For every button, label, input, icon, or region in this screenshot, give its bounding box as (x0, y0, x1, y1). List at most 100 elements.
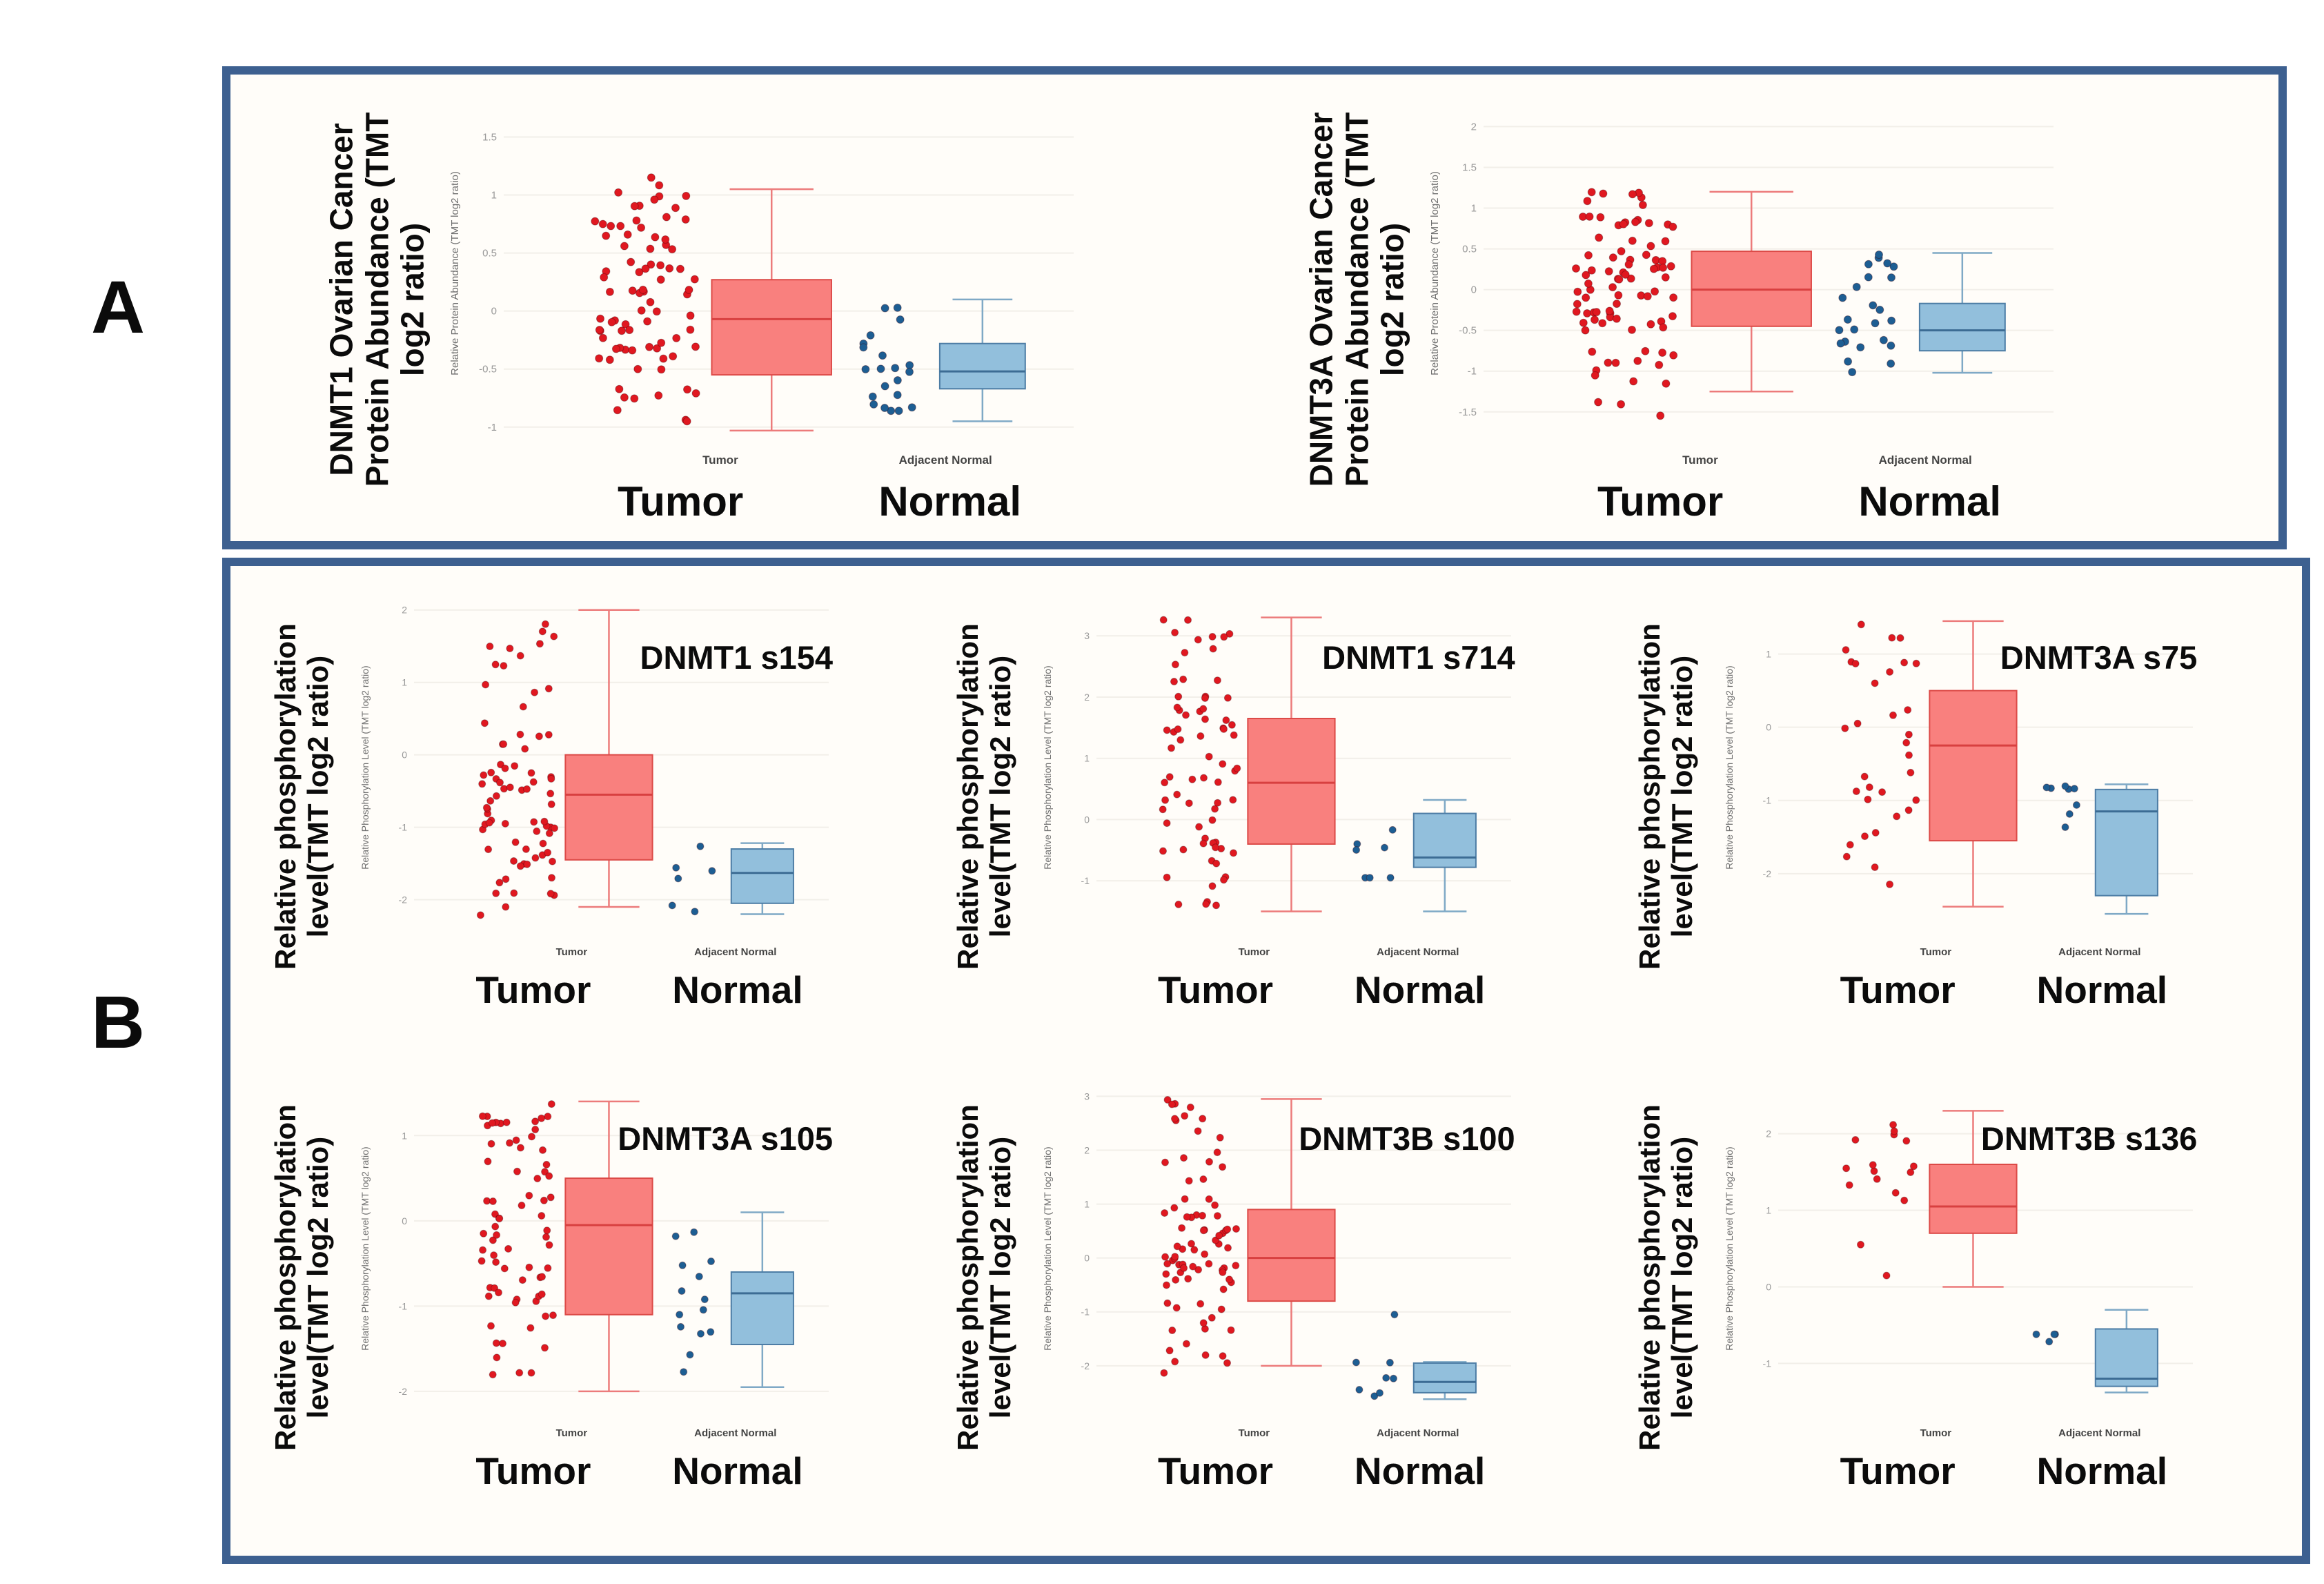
normal-group (668, 842, 794, 916)
scatter-point (512, 1136, 520, 1144)
scatter-point (1219, 633, 1228, 641)
y-tick-label: -1 (399, 822, 408, 833)
scatter-point (2073, 801, 2081, 809)
boxplot-svg: 3 2 1 0 -1 Relative Phosphorylation Level (TM… (1042, 616, 1511, 958)
scatter-point (545, 829, 553, 837)
scatter-point (1205, 1260, 1213, 1268)
scatter-point (1380, 843, 1388, 852)
scatter-point (1185, 799, 1193, 808)
scatter-point (480, 1229, 488, 1238)
scatter-point (686, 325, 695, 334)
scatter-point (1583, 309, 1592, 317)
scatter-point (1225, 629, 1234, 638)
scatter-point (1572, 264, 1580, 273)
chart-area: 1.5 1 0.5 0 -0.5 -1 Relative Protein Abundance… (443, 92, 1085, 476)
inner-y-axis-label: Relative Phosphorylation Level (TMT log2… (360, 665, 371, 869)
tumor-box (1929, 1164, 2018, 1234)
scatter-point (1907, 768, 1915, 776)
scatter-point (1615, 275, 1624, 284)
tumor-group (1159, 616, 1336, 912)
inner-x-tick-label: Tumor (1238, 946, 1270, 958)
scatter-point (1851, 1136, 1860, 1144)
scatter-point (538, 627, 546, 636)
y-tick-label: -2 (1763, 868, 1772, 879)
scatter-point (1878, 788, 1887, 796)
xlabel-normal: Normal (672, 968, 803, 1011)
scatter-point (510, 889, 518, 897)
scatter-point (893, 376, 902, 384)
scatter-point (1661, 237, 1670, 246)
scatter-point (1232, 764, 1241, 772)
xlabel-tumor: Tumor (475, 968, 591, 1011)
scatter-point (1227, 1326, 1235, 1334)
scatter-point (1199, 839, 1208, 848)
scatter-point (678, 1287, 686, 1295)
y-axis-title-line: level(TMT log2 ratio) (302, 655, 334, 938)
scatter-point (646, 297, 655, 306)
scatter-point (1208, 1313, 1216, 1322)
scatter-point (1172, 1304, 1181, 1312)
scatter-point (1573, 300, 1582, 309)
scatter-point (607, 317, 616, 326)
scatter-point (547, 1100, 555, 1108)
scatter-point (486, 643, 494, 650)
scatter-point (1163, 819, 1171, 828)
scatter-point (1836, 339, 1845, 348)
normal-box (1412, 1362, 1477, 1394)
scatter-point (1608, 283, 1617, 292)
scatter-point (1174, 725, 1182, 733)
scatter-point (1866, 783, 1874, 792)
scatter-point (1230, 731, 1238, 739)
scatter-point (1159, 805, 1167, 814)
scatter-point (491, 661, 500, 669)
normal-box (2095, 1328, 2159, 1387)
scatter-point (485, 819, 493, 827)
scatter-point (652, 307, 661, 316)
chart-area: 1 0 -1 -2 Relative Phosphorylation Level (TM… (1717, 589, 2204, 968)
y-tick-label: 1 (491, 190, 497, 202)
scatter-point (591, 217, 600, 226)
scatter-point (615, 384, 624, 393)
tumor-group (1841, 620, 2018, 908)
scatter-point (490, 1251, 498, 1260)
panel-b: Relative phosphorylation level(TMT log2 … (222, 558, 2310, 1564)
scatter-point (516, 730, 524, 739)
inner-y-axis-label: Relative Phosphorylation Level (TMT log2… (1042, 665, 1053, 869)
scatter-point (523, 785, 531, 793)
scatter-point (1213, 799, 1221, 807)
normal-box (938, 342, 1026, 390)
scatter-point (1838, 293, 1847, 302)
scatter-point (1624, 260, 1633, 269)
scatter-point (1621, 270, 1630, 279)
y-tick-label: 1 (1084, 753, 1090, 764)
scatter-point (1160, 1209, 1168, 1217)
scatter-point (676, 1311, 684, 1319)
scatter-point (538, 1212, 546, 1220)
y-axis-title-line: Protein Abundance (TMT (359, 112, 395, 487)
scatter-point (1869, 1161, 1878, 1169)
scatter-point (516, 652, 524, 660)
scatter-point (1892, 1189, 1900, 1197)
tumor-group (1572, 188, 1812, 420)
scatter-point (1595, 233, 1604, 242)
inner-y-axis-label: Relative Phosphorylation Level (TMT log2… (1042, 1146, 1053, 1350)
group-labels: Tumor Normal (1036, 1449, 1522, 1501)
scatter-point (1170, 1115, 1179, 1123)
scatter-point (691, 908, 699, 916)
scatter-point (682, 417, 691, 426)
scatter-point (1199, 705, 1207, 713)
scatter-point (482, 803, 491, 812)
scatter-point (1844, 357, 1853, 366)
scatter-point (630, 394, 639, 403)
scatter-point (1579, 318, 1588, 327)
scatter-point (607, 222, 616, 231)
scatter-point (1864, 273, 1873, 282)
scatter-point (671, 1232, 680, 1240)
scatter-point (656, 261, 665, 270)
scatter-point (1905, 751, 1913, 759)
y-tick-label: 2 (1471, 121, 1477, 133)
scatter-point (550, 632, 558, 641)
y-tick-label: 1 (1471, 203, 1477, 215)
scatter-point (668, 901, 676, 910)
scatter-point (1161, 1253, 1169, 1261)
